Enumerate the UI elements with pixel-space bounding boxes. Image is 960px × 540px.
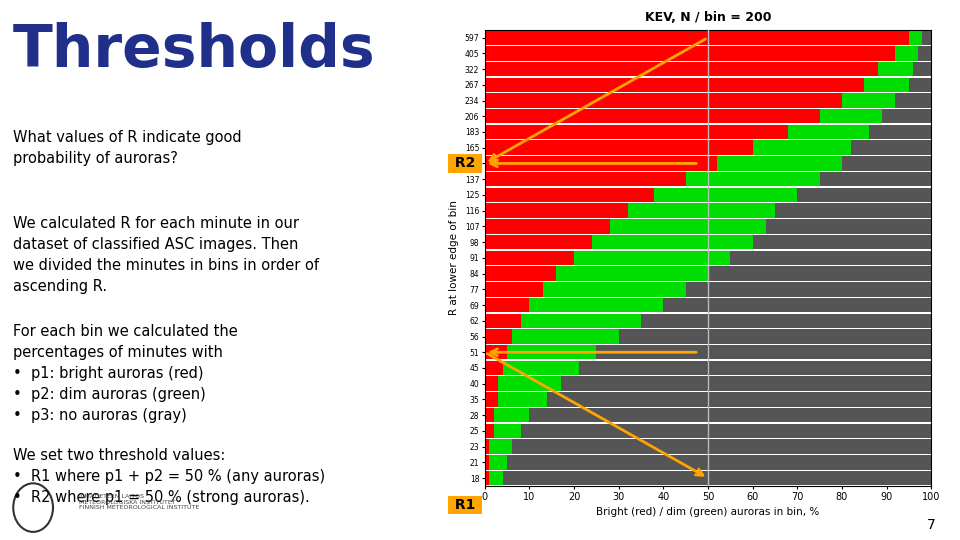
Bar xyxy=(485,78,864,92)
Bar xyxy=(610,219,766,234)
Bar xyxy=(820,109,882,124)
Bar xyxy=(485,298,530,312)
Bar xyxy=(485,266,556,281)
Bar xyxy=(485,282,542,296)
Bar xyxy=(869,125,931,139)
Bar xyxy=(507,455,931,470)
Bar xyxy=(485,46,896,60)
Text: 7: 7 xyxy=(927,518,936,532)
Text: What values of R indicate good
probability of auroras?: What values of R indicate good probabili… xyxy=(13,130,242,166)
Bar xyxy=(896,93,931,108)
Bar xyxy=(498,376,561,391)
Bar xyxy=(896,46,918,60)
Bar xyxy=(493,424,520,438)
Bar xyxy=(766,219,931,234)
Text: We calculated R for each minute in our
dataset of classified ASC images. Then
we: We calculated R for each minute in our d… xyxy=(13,216,320,294)
Bar xyxy=(753,140,851,155)
Bar xyxy=(820,172,931,186)
Bar xyxy=(485,235,592,249)
X-axis label: Bright (red) / dim (green) auroras in bin, %: Bright (red) / dim (green) auroras in bi… xyxy=(596,507,820,517)
Bar xyxy=(842,156,931,171)
Bar xyxy=(507,345,596,360)
Bar xyxy=(864,78,909,92)
Text: For each bin we calculated the
percentages of minutes with
•  p1: bright auroras: For each bin we calculated the percentag… xyxy=(13,324,238,423)
Bar xyxy=(909,78,931,92)
Bar xyxy=(663,298,931,312)
Text: R2: R2 xyxy=(449,157,480,171)
Bar xyxy=(493,408,530,422)
Bar xyxy=(882,109,931,124)
Bar xyxy=(485,204,628,218)
Bar xyxy=(485,30,909,45)
Bar xyxy=(485,376,498,391)
Bar xyxy=(485,424,493,438)
Bar xyxy=(842,93,896,108)
Bar xyxy=(530,408,931,422)
Bar xyxy=(753,235,931,249)
Bar xyxy=(485,125,788,139)
Bar xyxy=(918,46,931,60)
Bar xyxy=(788,125,869,139)
Bar xyxy=(485,251,574,265)
Bar xyxy=(485,93,842,108)
Y-axis label: R at lower edge of bin: R at lower edge of bin xyxy=(449,200,459,315)
Bar xyxy=(485,188,655,202)
Bar xyxy=(685,282,931,296)
Bar xyxy=(485,140,753,155)
Bar xyxy=(512,329,619,344)
Bar xyxy=(512,440,931,454)
Bar xyxy=(655,188,797,202)
Bar xyxy=(485,455,490,470)
Bar xyxy=(485,408,493,422)
Bar xyxy=(775,204,931,218)
Text: R1: R1 xyxy=(449,498,480,512)
Bar xyxy=(520,314,641,328)
Bar xyxy=(717,156,842,171)
Bar xyxy=(619,329,931,344)
Bar xyxy=(485,62,877,76)
Bar xyxy=(498,392,547,407)
Bar xyxy=(909,30,923,45)
Bar xyxy=(628,204,775,218)
Bar xyxy=(520,424,931,438)
Text: Thresholds: Thresholds xyxy=(13,22,376,79)
Bar xyxy=(485,392,498,407)
Bar xyxy=(574,251,731,265)
Bar xyxy=(542,282,685,296)
Bar xyxy=(579,361,931,375)
Bar xyxy=(485,156,717,171)
Bar xyxy=(685,172,820,186)
Bar xyxy=(913,62,931,76)
Bar xyxy=(923,30,931,45)
Bar xyxy=(490,455,507,470)
Bar xyxy=(596,345,931,360)
Bar xyxy=(561,376,931,391)
Bar xyxy=(485,345,507,360)
Bar xyxy=(877,62,913,76)
Bar xyxy=(503,471,931,485)
Bar xyxy=(503,361,579,375)
Bar xyxy=(485,314,520,328)
Text: ILMATIETEEN LAITOS
METEOROLOGISKA INSTITUTET
FINNISH METEOROLOGICAL INSTITUTE: ILMATIETEEN LAITOS METEOROLOGISKA INSTIT… xyxy=(80,494,200,510)
Bar xyxy=(592,235,753,249)
Bar xyxy=(485,219,610,234)
Bar xyxy=(530,298,663,312)
Bar xyxy=(851,140,931,155)
Bar xyxy=(490,440,512,454)
Bar xyxy=(731,251,931,265)
Bar xyxy=(485,329,512,344)
Bar xyxy=(490,471,503,485)
Bar xyxy=(485,471,490,485)
Bar xyxy=(708,266,931,281)
Bar xyxy=(485,172,685,186)
Bar xyxy=(797,188,931,202)
Bar xyxy=(556,266,708,281)
Bar xyxy=(485,361,503,375)
Bar xyxy=(485,109,820,124)
Bar xyxy=(485,440,490,454)
Title: KEV, N / bin = 200: KEV, N / bin = 200 xyxy=(645,11,771,24)
Bar xyxy=(641,314,931,328)
Text: We set two threshold values:
•  R1 where p1 + p2 = 50 % (any auroras)
•  R2 wher: We set two threshold values: • R1 where … xyxy=(13,448,325,505)
Bar xyxy=(547,392,931,407)
